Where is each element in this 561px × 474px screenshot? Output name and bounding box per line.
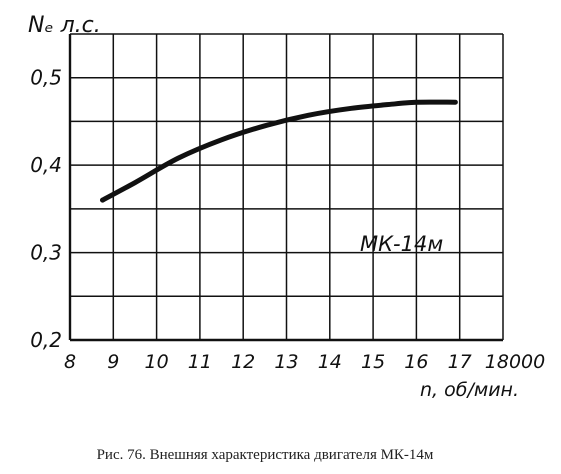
- series-annotation: МК-14м: [360, 232, 443, 256]
- x-tick-label: 18000: [485, 351, 545, 373]
- y-tick-label: 0,5: [30, 66, 62, 90]
- x-tick-label: 14: [318, 351, 342, 373]
- x-tick-label: 15: [361, 351, 385, 373]
- y-tick-labels: 0,2 0,3 0,4 0,5: [30, 66, 62, 352]
- x-axis-label: n, об/мин.: [420, 379, 519, 401]
- x-tick-label: 10: [145, 351, 169, 373]
- y-axis-label: Nₑ л.с.: [28, 13, 101, 38]
- x-tick-label: 16: [404, 351, 428, 373]
- grid: [68, 33, 504, 342]
- x-tick-label: 17: [448, 351, 472, 373]
- x-tick-label: 8: [64, 351, 76, 373]
- x-tick-label: 13: [274, 351, 298, 373]
- x-tick-label: 11: [188, 351, 212, 373]
- series-line-mk-14m: [99, 99, 458, 203]
- y-tick-label: 0,3: [30, 241, 62, 265]
- y-tick-label: 0,4: [30, 153, 62, 177]
- x-tick-labels: 8 9 10 11 12 13 14 15 16 17 18000: [64, 351, 545, 373]
- x-tick-label: 9: [107, 351, 119, 373]
- y-tick-label: 0,2: [30, 328, 62, 352]
- series-layer: [99, 99, 458, 203]
- x-tick-label: 12: [231, 351, 255, 373]
- figure-caption: Рис. 76. Внешняя характеристика двигател…: [97, 447, 434, 463]
